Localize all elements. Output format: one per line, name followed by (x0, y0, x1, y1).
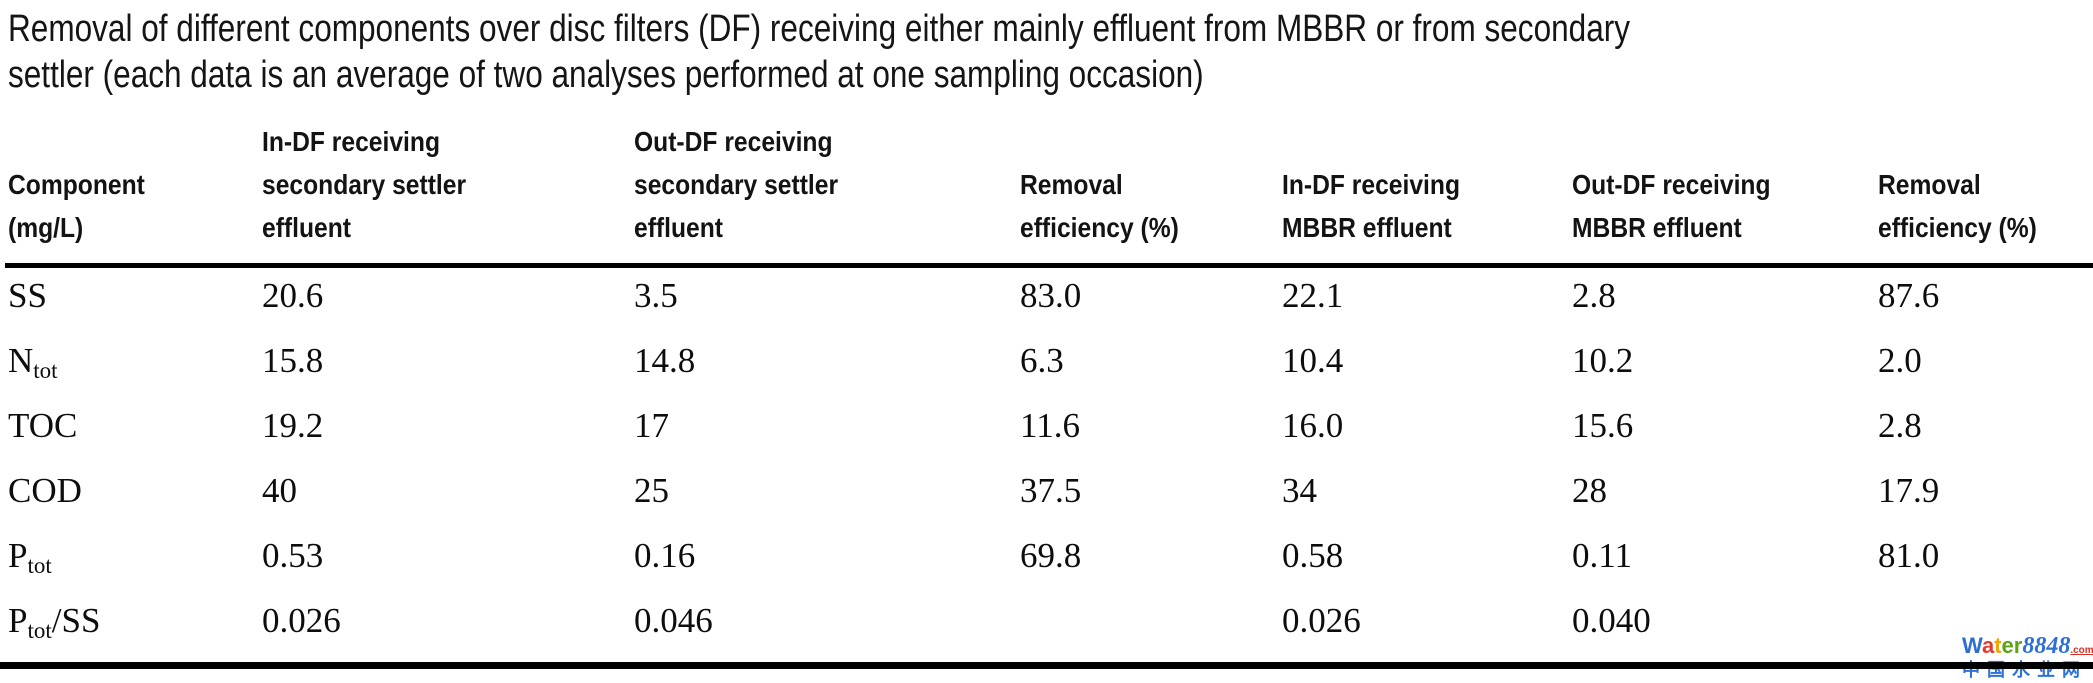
table-row: COD 40 25 37.5 34 28 17.9 (8, 458, 2093, 523)
column-header-removal-mbbr: Removal efficiency (%) (1878, 169, 2037, 243)
value-cell: 0.040 (1572, 600, 1651, 640)
value-cell: 40 (262, 470, 297, 510)
value-cell: 0.026 (262, 600, 341, 640)
value-cell: 3.5 (634, 275, 678, 315)
value-cell: 19.2 (262, 405, 324, 445)
value-cell: 0.53 (262, 535, 324, 575)
watermark-subtitle: 中国水业网 (1962, 660, 2087, 680)
component-cell: SS (8, 275, 47, 315)
value-cell: 69.8 (1020, 535, 1082, 575)
value-cell: 0.046 (634, 600, 713, 640)
value-cell: 0.58 (1282, 535, 1344, 575)
value-cell: 0.026 (1282, 600, 1361, 640)
watermark-letter: t (1994, 633, 2002, 658)
value-cell: 17.9 (1878, 470, 1940, 510)
table-row: Ptot/SS 0.026 0.046 0.026 0.040 (8, 588, 2093, 653)
value-cell: 34 (1282, 470, 1317, 510)
value-cell: 11.6 (1020, 405, 1080, 445)
value-cell: 87.6 (1878, 275, 1940, 315)
data-table: Component (mg/L) In-DF receiving secondary … (8, 96, 2093, 653)
component-cell: Ptot/SS (8, 600, 101, 643)
table-body: SS 20.6 3.5 83.0 22.1 2.8 87.6 Ntot 15.8 14.8 6.3 1… (8, 263, 2093, 653)
watermark-brand-number: 8848 (2022, 633, 2071, 659)
component-cell: TOC (8, 405, 78, 445)
column-header-out-df-mbbr: Out-DF receiving MBBR effluent (1572, 169, 1771, 243)
value-cell: 16.0 (1282, 405, 1344, 445)
value-cell: 83.0 (1020, 275, 1082, 315)
component-cell: Ntot (8, 340, 58, 383)
table-row: Ptot 0.53 0.16 69.8 0.58 0.11 81.0 (8, 523, 2093, 588)
value-cell: 2.8 (1878, 405, 1922, 445)
table-row: TOC 19.2 17 11.6 16.0 15.6 2.8 (8, 393, 2093, 458)
value-cell: 22.1 (1282, 275, 1344, 315)
table-row: SS 20.6 3.5 83.0 22.1 2.8 87.6 (8, 263, 2093, 328)
value-cell: 25 (634, 470, 669, 510)
watermark-letter: W (1962, 633, 1982, 658)
value-cell: 28 (1572, 470, 1607, 510)
table-row: Ntot 15.8 14.8 6.3 10.4 10.2 2.0 (8, 328, 2093, 393)
component-cell: Ptot (8, 535, 52, 578)
value-cell (1020, 588, 1282, 653)
column-header-removal-settler: Removal efficiency (%) (1020, 169, 1179, 243)
column-header-out-df-settler: Out-DF receiving secondary settler effluen… (634, 126, 839, 243)
table-header-row: Component (mg/L) In-DF receiving secondary … (8, 96, 2093, 263)
watermark-letter: r (2013, 633, 2023, 658)
column-header-component: Component (mg/L) (8, 169, 145, 243)
value-cell: 2.0 (1878, 340, 1922, 380)
value-cell: 81.0 (1878, 535, 1940, 575)
value-cell: 15.8 (262, 340, 324, 380)
column-header-in-df-settler: In-DF receiving secondary settler effluent (262, 126, 467, 243)
component-cell: COD (8, 470, 82, 510)
watermark-letter: e (2001, 633, 2014, 658)
value-cell: 15.6 (1572, 405, 1634, 445)
bottom-rule (0, 662, 2093, 669)
watermark-brand: Water8848.com (1962, 633, 2093, 659)
value-cell: 17 (634, 405, 669, 445)
value-cell: 10.2 (1572, 340, 1634, 380)
watermark-brand-word: Water (1962, 633, 2022, 658)
value-cell: 0.16 (634, 535, 696, 575)
value-cell: 2.8 (1572, 275, 1616, 315)
watermark-letter: a (1981, 633, 1995, 658)
caption-line-1: Removal of different components over dis… (8, 8, 1631, 50)
value-cell: 10.4 (1282, 340, 1344, 380)
value-cell: 0.11 (1572, 535, 1632, 575)
header-rule (5, 263, 2093, 268)
value-cell: 37.5 (1020, 470, 1082, 510)
column-header-in-df-mbbr: In-DF receiving MBBR effluent (1282, 169, 1460, 243)
value-cell: 20.6 (262, 275, 324, 315)
table-head: Component (mg/L) In-DF receiving secondary … (8, 96, 2093, 263)
value-cell: 6.3 (1020, 340, 1064, 380)
value-cell: 14.8 (634, 340, 696, 380)
table-caption: Removal of different components over dis… (8, 6, 1917, 98)
watermark-brand-tld: .com (2070, 645, 2093, 656)
caption-line-2: settler (each data is an average of two … (8, 54, 1204, 96)
